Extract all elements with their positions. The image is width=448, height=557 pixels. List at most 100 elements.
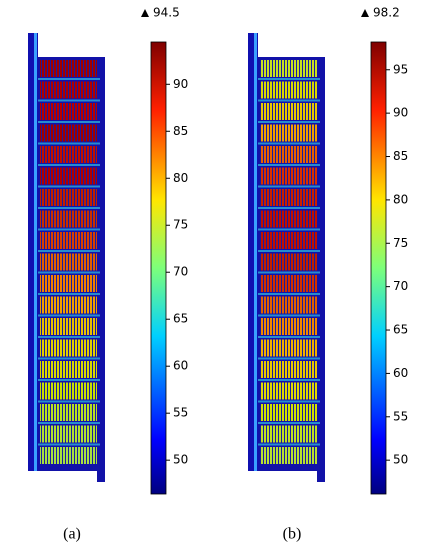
fin-gaps bbox=[40, 404, 97, 421]
fin-gaps bbox=[40, 425, 97, 443]
fin-gaps bbox=[40, 382, 97, 400]
manifold bbox=[38, 336, 100, 338]
panel-caption: (a) bbox=[63, 526, 81, 543]
colorbar-tick-label: 60 bbox=[393, 366, 408, 380]
fin-gaps bbox=[40, 124, 97, 142]
manifold bbox=[38, 99, 100, 102]
max-marker bbox=[141, 9, 149, 17]
max-label: 94.5 bbox=[153, 6, 180, 20]
fin-gaps bbox=[260, 232, 317, 249]
colorbar-tick-label: 85 bbox=[393, 149, 408, 163]
manifold bbox=[258, 293, 320, 295]
manifold bbox=[38, 185, 100, 188]
manifold bbox=[258, 99, 320, 102]
manifold bbox=[38, 228, 100, 231]
manifold bbox=[258, 357, 320, 360]
fin-gaps bbox=[260, 124, 317, 142]
fin-gaps bbox=[260, 253, 317, 271]
manifold bbox=[38, 357, 100, 360]
fin-gaps bbox=[40, 253, 97, 271]
fin-gaps bbox=[40, 361, 97, 378]
tab bbox=[317, 470, 325, 482]
fin-gaps bbox=[260, 210, 317, 228]
max-label: 98.2 bbox=[373, 6, 400, 20]
manifold bbox=[258, 228, 320, 231]
fin-gaps bbox=[260, 447, 317, 464]
fin-gaps bbox=[40, 60, 97, 77]
fin-gaps bbox=[260, 167, 317, 185]
fin-gaps bbox=[260, 146, 317, 163]
colorbar-tick-label: 55 bbox=[393, 409, 408, 423]
colorbar-tick-label: 75 bbox=[173, 218, 188, 232]
colorbar bbox=[150, 41, 167, 495]
fin-gaps bbox=[260, 189, 317, 206]
manifold bbox=[258, 336, 320, 338]
manifold bbox=[258, 185, 320, 188]
fin-gaps bbox=[260, 296, 317, 314]
channel bbox=[248, 33, 258, 471]
colorbar-tick-label: 95 bbox=[393, 62, 408, 76]
manifold bbox=[38, 271, 100, 274]
colorbar-tick-label: 80 bbox=[173, 171, 188, 185]
fin-gaps bbox=[260, 404, 317, 421]
fin-gaps bbox=[40, 275, 97, 292]
manifold bbox=[38, 164, 100, 166]
fin-gaps bbox=[260, 425, 317, 443]
colorbar-tick-label: 50 bbox=[393, 453, 408, 467]
fin-gaps bbox=[40, 103, 97, 120]
manifold bbox=[258, 443, 320, 446]
manifold bbox=[38, 422, 100, 424]
channel bbox=[28, 33, 38, 471]
colorbar-tick-label: 70 bbox=[393, 279, 408, 293]
fin-gaps bbox=[260, 81, 317, 99]
fin-gaps bbox=[40, 81, 97, 99]
manifold bbox=[258, 314, 320, 317]
manifold bbox=[258, 142, 320, 145]
manifold bbox=[38, 250, 100, 252]
fin-gaps bbox=[40, 447, 97, 464]
fin-gaps bbox=[260, 275, 317, 292]
panel-caption: (b) bbox=[283, 526, 302, 543]
manifold bbox=[38, 400, 100, 403]
fin-gaps bbox=[40, 296, 97, 314]
fin-gaps bbox=[260, 60, 317, 77]
fin-gaps bbox=[260, 382, 317, 400]
colorbar-tick-label: 90 bbox=[173, 77, 188, 91]
colorbar bbox=[370, 41, 387, 495]
manifold bbox=[258, 379, 320, 381]
colorbar-tick-label: 80 bbox=[393, 192, 408, 206]
fin-gaps bbox=[40, 146, 97, 163]
manifold bbox=[258, 250, 320, 252]
max-marker bbox=[361, 9, 369, 17]
manifold bbox=[38, 78, 100, 80]
fin-gaps bbox=[40, 167, 97, 185]
manifold bbox=[258, 164, 320, 166]
manifold bbox=[38, 314, 100, 317]
inlet-glow bbox=[254, 33, 257, 471]
fin-gaps bbox=[260, 103, 317, 120]
manifold bbox=[38, 443, 100, 446]
manifold bbox=[258, 271, 320, 274]
fin-gaps bbox=[40, 318, 97, 335]
fin-gaps bbox=[260, 318, 317, 335]
manifold bbox=[38, 379, 100, 381]
colorbar-tick-label: 55 bbox=[173, 406, 188, 420]
colorbar-tick-label: 65 bbox=[173, 312, 188, 326]
manifold bbox=[258, 400, 320, 403]
tab bbox=[97, 470, 105, 482]
fin-gaps bbox=[260, 339, 317, 357]
manifold bbox=[38, 207, 100, 209]
manifold bbox=[38, 293, 100, 295]
colorbar-tick-label: 70 bbox=[173, 265, 188, 279]
manifold bbox=[258, 422, 320, 424]
fin-gaps bbox=[40, 210, 97, 228]
manifold bbox=[38, 121, 100, 123]
manifold bbox=[258, 121, 320, 123]
colorbar-tick-label: 50 bbox=[173, 453, 188, 467]
colorbar-tick-label: 90 bbox=[393, 106, 408, 120]
inlet-glow bbox=[34, 33, 37, 471]
manifold bbox=[258, 207, 320, 209]
manifold bbox=[38, 142, 100, 145]
colorbar-tick-label: 75 bbox=[393, 236, 408, 250]
